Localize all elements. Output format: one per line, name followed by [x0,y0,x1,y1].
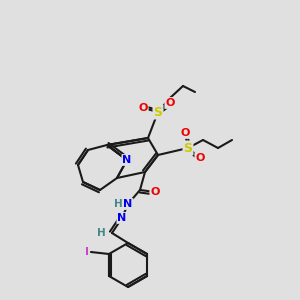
Text: O: O [180,128,190,138]
Text: S: S [154,106,163,118]
Text: H: H [97,228,105,238]
Text: O: O [150,187,160,197]
Text: I: I [85,247,89,257]
Text: O: O [138,103,148,113]
Text: H: H [114,199,122,209]
Text: S: S [184,142,193,154]
Text: N: N [123,199,133,209]
Text: O: O [195,153,205,163]
Text: O: O [165,98,175,108]
Text: N: N [122,155,132,165]
Text: N: N [117,213,127,223]
